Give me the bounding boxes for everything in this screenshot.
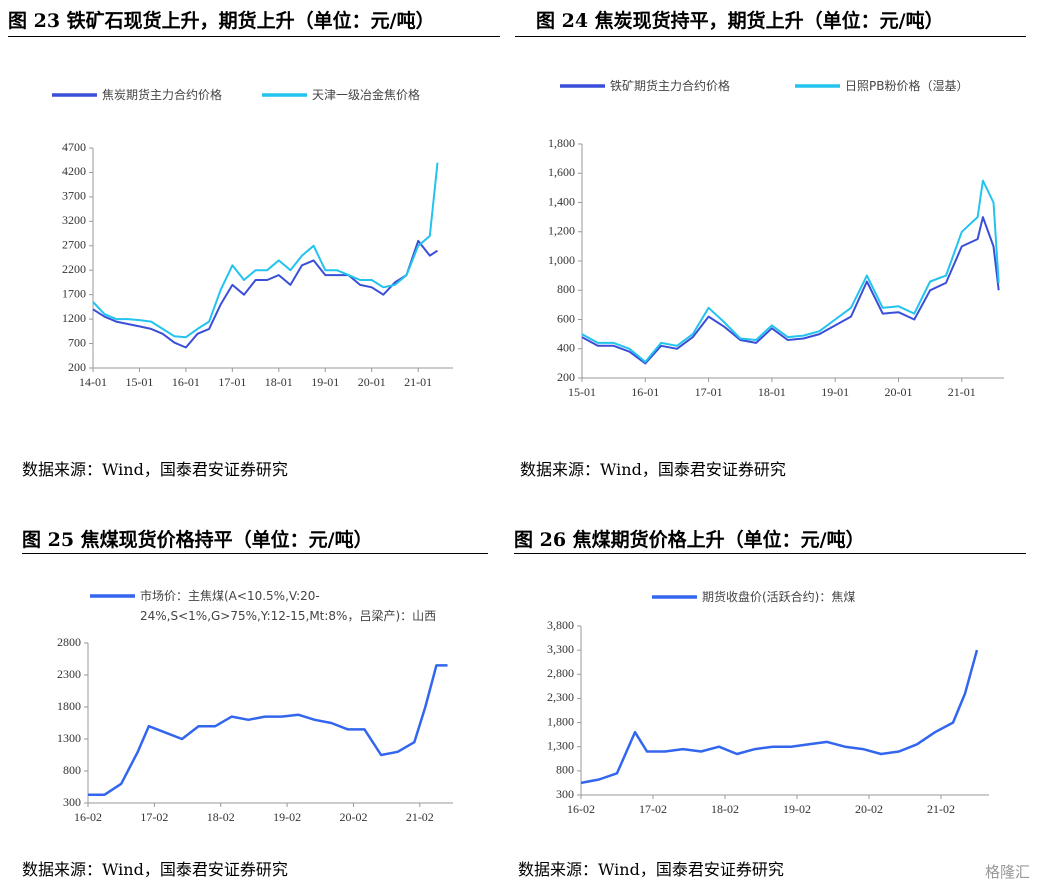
- y-tick-label: 700: [68, 335, 86, 349]
- x-tick-label: 21-01: [404, 375, 432, 389]
- x-tick-label: 16-02: [567, 802, 595, 816]
- series-line: [581, 179, 1000, 363]
- series-line: [92, 239, 439, 349]
- x-tick-label: 18-02: [711, 802, 739, 816]
- x-tick-label: 14-01: [79, 375, 107, 389]
- x-tick-label: 21-02: [406, 810, 434, 824]
- source-note: 数据来源：Wind，国泰君安证券研究: [22, 460, 288, 479]
- figure-title: 图 25 焦煤现货价格持平（单位：元/吨）: [22, 529, 373, 551]
- title-rule: [514, 553, 1026, 554]
- x-tick-label: 16-01: [172, 375, 200, 389]
- y-tick-label: 600: [557, 311, 575, 325]
- legend-label: 期货收盘价(活跃合约)：焦煤: [702, 590, 856, 604]
- x-tick-label: 17-02: [639, 802, 667, 816]
- x-tick-label: 16-02: [74, 810, 102, 824]
- y-tick-label: 200: [557, 370, 575, 384]
- y-tick-label: 1,800: [548, 136, 575, 150]
- y-tick-label: 300: [556, 787, 574, 801]
- x-tick-label: 20-02: [855, 802, 883, 816]
- x-tick-label: 15-01: [125, 375, 153, 389]
- y-tick-label: 800: [556, 763, 574, 777]
- figure-title: 图 23 铁矿石现货上升，期货上升（单位：元/吨）: [8, 10, 435, 32]
- y-tick-label: 200: [68, 360, 86, 374]
- x-tick-label: 19-01: [821, 385, 849, 399]
- x-tick-label: 20-02: [339, 810, 367, 824]
- y-tick-label: 800: [557, 282, 575, 296]
- x-tick-label: 20-01: [885, 385, 913, 399]
- title-rule: [515, 36, 1026, 37]
- x-tick-label: 20-01: [358, 375, 386, 389]
- y-tick-label: 1300: [57, 731, 81, 745]
- figure-title: 图 24 焦炭现货持平，期货上升（单位：元/吨）: [536, 10, 944, 32]
- x-tick-label: 15-01: [568, 385, 596, 399]
- x-tick-label: 18-01: [758, 385, 786, 399]
- y-tick-label: 3700: [62, 189, 86, 203]
- y-tick-label: 1200: [62, 311, 86, 325]
- y-tick-label: 2700: [62, 238, 86, 252]
- y-tick-label: 3,800: [547, 618, 574, 632]
- x-tick-label: 16-01: [631, 385, 659, 399]
- legend-label: 天津一级冶金焦价格: [312, 88, 421, 102]
- y-tick-label: 2,800: [547, 666, 574, 680]
- x-tick-label: 18-01: [265, 375, 293, 389]
- x-tick-label: 17-01: [218, 375, 246, 389]
- x-tick-label: 19-01: [311, 375, 339, 389]
- y-tick-label: 1,800: [547, 714, 574, 728]
- y-tick-label: 1,600: [548, 165, 575, 179]
- x-tick-label: 18-02: [207, 810, 235, 824]
- y-tick-label: 1800: [57, 699, 81, 713]
- legend-label: 市场价：主焦煤(A<10.5%,V:20-24%,S<1%,G>75%,Y:12…: [140, 589, 437, 623]
- legend-label: 铁矿期货主力合约价格: [610, 79, 731, 93]
- series-line: [92, 162, 439, 339]
- series-line: [581, 216, 1000, 365]
- source-note: 数据来源：Wind，国泰君安证券研究: [518, 860, 784, 879]
- series-line: [88, 664, 448, 796]
- y-tick-label: 2800: [57, 635, 81, 649]
- y-tick-label: 2300: [57, 667, 81, 681]
- y-tick-label: 1,400: [548, 194, 575, 208]
- x-tick-label: 19-02: [273, 810, 301, 824]
- x-tick-label: 21-01: [948, 385, 976, 399]
- y-tick-label: 1,200: [548, 224, 575, 238]
- y-tick-label: 2,300: [547, 690, 574, 704]
- y-tick-label: 3,300: [547, 642, 574, 656]
- y-tick-label: 3200: [62, 213, 86, 227]
- y-tick-label: 800: [63, 763, 81, 777]
- y-tick-label: 1700: [62, 286, 86, 300]
- figure-title: 图 26 焦煤期货价格上升（单位：元/吨）: [514, 529, 865, 551]
- watermark: 格隆汇: [984, 863, 1030, 881]
- x-tick-label: 21-02: [927, 802, 955, 816]
- y-tick-label: 1,300: [547, 738, 574, 752]
- y-tick-label: 2200: [62, 262, 86, 276]
- y-tick-label: 400: [557, 341, 575, 355]
- x-tick-label: 19-02: [783, 802, 811, 816]
- x-tick-label: 17-01: [695, 385, 723, 399]
- legend-label: 日照PB粉价格（湿基）: [845, 79, 969, 93]
- y-tick-label: 1,000: [548, 253, 575, 267]
- y-tick-label: 4700: [62, 140, 86, 154]
- title-rule: [8, 36, 500, 37]
- series-line: [580, 649, 979, 785]
- source-note: 数据来源：Wind，国泰君安证券研究: [520, 460, 786, 479]
- y-tick-label: 300: [63, 795, 81, 809]
- source-note: 数据来源：Wind，国泰君安证券研究: [22, 860, 288, 879]
- y-tick-label: 4200: [62, 164, 86, 178]
- x-tick-label: 17-02: [140, 810, 168, 824]
- legend-label: 焦炭期货主力合约价格: [102, 88, 223, 102]
- title-rule: [22, 553, 488, 554]
